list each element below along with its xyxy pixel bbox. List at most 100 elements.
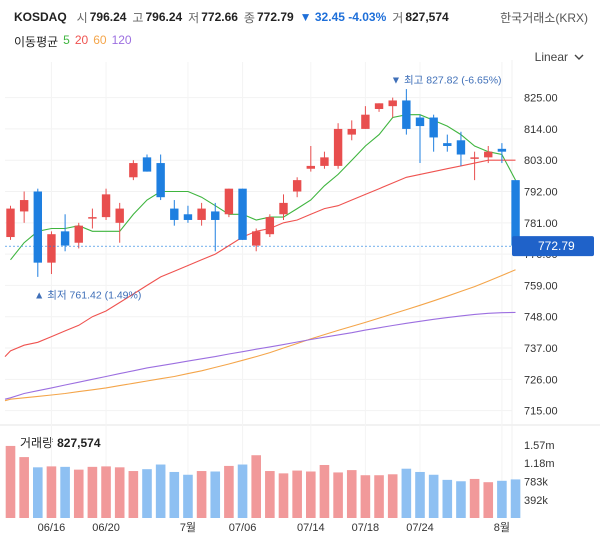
candle-body — [388, 100, 397, 107]
candle — [142, 154, 152, 172]
volume-bar — [319, 464, 330, 518]
ma-5-label[interactable]: 5 — [63, 33, 70, 47]
volume-bar — [87, 466, 98, 518]
volume-tick-label: 1.57m — [524, 440, 555, 452]
candle — [170, 200, 179, 226]
candle-body — [456, 140, 466, 155]
low-annotation: ▲ 최저 761.42 (1.49%) — [34, 290, 141, 302]
candle — [156, 154, 165, 201]
price-tick-label: 748.00 — [524, 312, 558, 324]
candle — [388, 97, 397, 118]
volume-tick-label: 783k — [524, 477, 548, 489]
quote-header: KOSDAQ 시 796.24 고 796.24 저 772.66 종 772.… — [14, 8, 455, 26]
volume-bar — [497, 480, 507, 518]
candle-body — [470, 157, 479, 159]
candle-body — [142, 157, 152, 172]
high-annotation: ▼ 최고 827.82 (-6.65%) — [391, 75, 502, 87]
price-tick-label: 781.00 — [524, 218, 558, 230]
ma-legend[interactable]: 이동평균 5 20 60 120 — [14, 33, 132, 50]
volume-bar — [278, 473, 289, 518]
candle — [429, 114, 438, 152]
last-price-label: 772.79 — [538, 239, 575, 253]
candle — [333, 123, 343, 169]
volume-bar — [428, 474, 439, 518]
volume-bar — [142, 469, 152, 518]
ma-line-ma20 — [4, 159, 516, 357]
candle — [484, 145, 493, 164]
price-tick-label: 737.00 — [524, 343, 558, 355]
candle-body — [306, 165, 315, 169]
close-value: 772.79 — [256, 10, 294, 24]
candle-body — [320, 157, 329, 166]
candle — [347, 120, 356, 141]
ma-120-label[interactable]: 120 — [111, 33, 132, 47]
ma-line-ma5 — [10, 114, 516, 261]
volume-bar — [483, 482, 494, 518]
candle — [306, 145, 315, 172]
candle-body — [101, 194, 111, 218]
change-value: ▼ 32.45 -4.03% — [299, 10, 387, 24]
price-tick-label: 715.00 — [524, 406, 558, 418]
candle-body — [279, 202, 288, 215]
volume-bar — [114, 467, 125, 518]
candle-body — [402, 100, 411, 129]
candle — [361, 106, 370, 129]
candle — [511, 180, 520, 246]
volume-bar — [128, 471, 139, 518]
volume-bar — [196, 471, 207, 518]
candle-body — [333, 128, 343, 166]
volume-bar — [210, 471, 221, 518]
candle-body — [224, 188, 234, 215]
candle-body — [183, 214, 193, 220]
candle-body — [60, 231, 70, 246]
scale-select[interactable]: Linear — [535, 50, 584, 64]
open-label: 시 — [76, 10, 88, 25]
candle — [443, 134, 452, 152]
x-tick-label: 06/16 — [38, 522, 66, 534]
volume-bar — [101, 466, 111, 518]
candle-body — [6, 208, 15, 238]
volume-bar — [510, 479, 521, 518]
candle — [74, 222, 83, 249]
volume-bar — [46, 466, 57, 518]
ma-60-label[interactable]: 60 — [93, 33, 107, 47]
candle-body — [443, 143, 452, 146]
candle-body — [347, 128, 356, 135]
candle-body — [88, 217, 97, 219]
volume-bar — [5, 445, 16, 518]
candle — [115, 202, 124, 243]
candle-body — [211, 211, 220, 220]
symbol-name: KOSDAQ — [14, 10, 67, 24]
candle — [470, 151, 479, 181]
candle-body — [374, 103, 384, 109]
volume-bar — [237, 464, 248, 518]
candle-body — [115, 208, 124, 223]
x-tick-label: 07/06 — [229, 522, 257, 534]
candle-body — [252, 231, 261, 246]
volume-bar — [374, 475, 384, 518]
candle — [402, 89, 411, 135]
candle — [292, 177, 302, 198]
price-tick-label: 825.00 — [524, 93, 558, 105]
candle-body — [170, 208, 179, 220]
price-tick-label: 814.00 — [524, 124, 558, 136]
volume-panel-label: 거래량 827,574 — [20, 434, 101, 451]
volume-bar — [401, 468, 412, 518]
volume-value: 827,574 — [405, 10, 449, 24]
ma-line-ma120 — [4, 311, 516, 400]
volume-bar — [73, 469, 84, 518]
candle — [374, 103, 384, 112]
candle — [88, 208, 97, 229]
volume-bar — [469, 478, 480, 518]
ma-20-label[interactable]: 20 — [74, 33, 89, 47]
volume-label: 거 — [392, 10, 404, 25]
candle — [6, 205, 15, 240]
candle — [497, 143, 507, 164]
candle — [252, 228, 261, 252]
x-tick-label: 7월 — [180, 521, 196, 534]
volume-bar — [387, 474, 398, 518]
x-tick-label: 06/20 — [92, 522, 120, 534]
candle-body — [497, 148, 507, 152]
candle-body — [19, 200, 29, 212]
